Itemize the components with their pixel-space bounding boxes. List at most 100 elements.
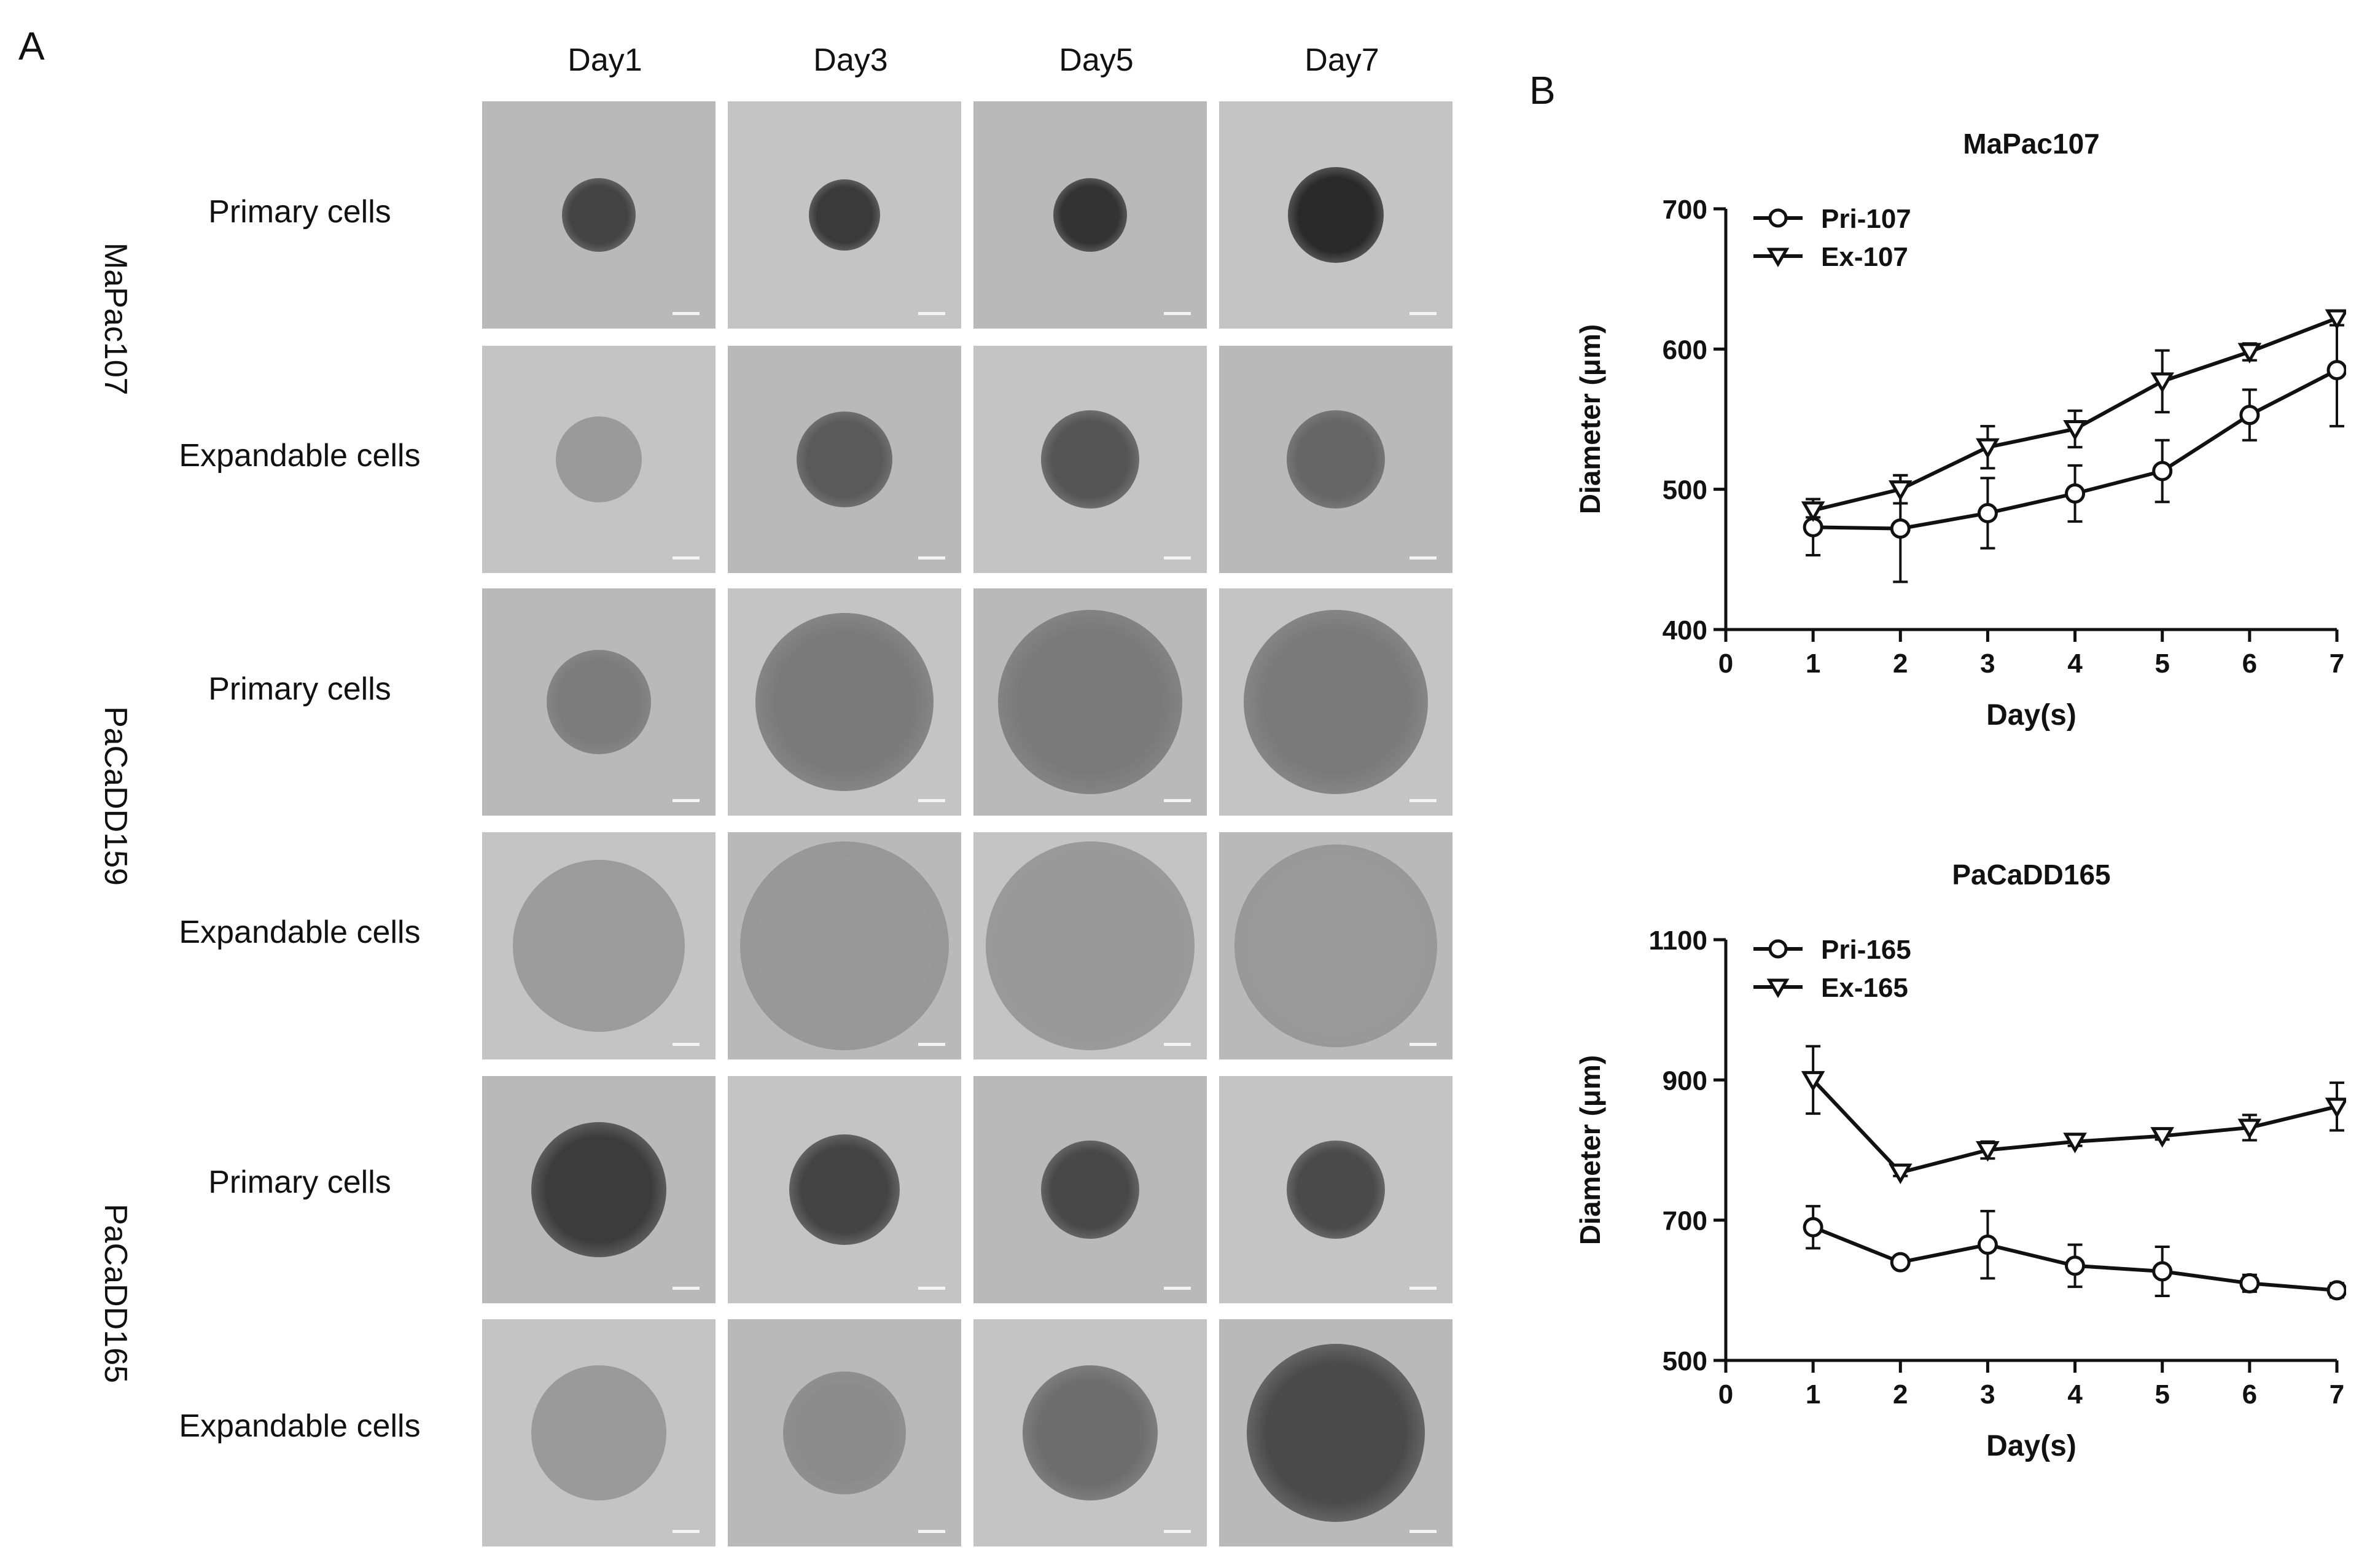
data-point bbox=[2150, 372, 2175, 393]
spheroid bbox=[1287, 410, 1385, 509]
spheroid bbox=[1247, 1344, 1425, 1522]
micrograph-tile bbox=[728, 346, 961, 573]
spheroid bbox=[531, 1365, 666, 1500]
scale-bar bbox=[1410, 1287, 1437, 1290]
spheroid bbox=[531, 1122, 666, 1257]
spheroid bbox=[783, 1371, 906, 1494]
legend-label: Pri-107 bbox=[1821, 204, 1911, 234]
chart-mapac107: MaPac107 400 500 600 700 0 1 2 3 4 5 6 7 Day(s) Diamet… bbox=[1574, 128, 2346, 731]
micrograph-tile bbox=[482, 346, 715, 573]
x-tick-label: 5 bbox=[2154, 649, 2169, 679]
spheroid bbox=[1234, 844, 1437, 1047]
y-axis-label: Diameter (μm) bbox=[1574, 324, 1606, 514]
scale-bar bbox=[1410, 556, 1437, 560]
legend-marker bbox=[1766, 978, 1790, 998]
y-tick-label: 500 bbox=[1663, 1346, 1707, 1376]
micrograph-tile bbox=[728, 1319, 961, 1547]
x-tick-label: 2 bbox=[1893, 1379, 1908, 1410]
data-point bbox=[1890, 518, 1911, 539]
spheroid bbox=[513, 860, 685, 1032]
data-point bbox=[1888, 480, 1913, 501]
x-tick-label: 1 bbox=[1806, 649, 1820, 679]
data-point bbox=[2065, 1255, 2086, 1276]
spheroid bbox=[556, 416, 642, 502]
x-tick-label: 7 bbox=[2330, 649, 2344, 679]
scale-bar bbox=[1164, 1043, 1191, 1046]
spheroid bbox=[1023, 1365, 1158, 1500]
y-tick-label: 700 bbox=[1663, 1206, 1707, 1236]
day-label-3: Day3 bbox=[813, 42, 888, 78]
spheroid bbox=[1288, 167, 1384, 263]
data-point bbox=[1977, 502, 1998, 523]
scale-bar bbox=[918, 1043, 945, 1046]
scale-bar bbox=[918, 1530, 945, 1533]
x-tick-label: 0 bbox=[1718, 649, 1733, 679]
data-point bbox=[2150, 1127, 2175, 1148]
micrograph-tile bbox=[973, 1319, 1207, 1547]
y-tick-label: 500 bbox=[1663, 475, 1707, 505]
data-point bbox=[1803, 1217, 1823, 1238]
row-label-expandable-107: Expandable cells bbox=[179, 438, 421, 474]
chart-pacadd165: PaCaDD165 500 700 900 1100 0 1 2 3 4 5 6 7 Day(s) Diam… bbox=[1574, 859, 2346, 1462]
data-point bbox=[2325, 309, 2346, 330]
data-point bbox=[1976, 1141, 2000, 1162]
y-tick-label: 1100 bbox=[1649, 926, 1707, 956]
data-point bbox=[2326, 360, 2346, 381]
spheroid bbox=[1041, 410, 1139, 509]
spheroid bbox=[547, 650, 651, 754]
scale-bar bbox=[1164, 799, 1191, 802]
y-tick-label: 700 bbox=[1663, 195, 1707, 225]
x-tick-label: 4 bbox=[2067, 649, 2083, 679]
x-tick-label: 7 bbox=[2330, 1379, 2344, 1410]
data-point bbox=[2237, 343, 2262, 364]
scale-bar bbox=[1164, 1530, 1191, 1533]
scale-bar bbox=[918, 312, 945, 315]
data-point bbox=[1976, 438, 2000, 459]
scale-bar bbox=[1410, 1043, 1437, 1046]
y-tick-label: 400 bbox=[1663, 615, 1707, 646]
data-point bbox=[2239, 1273, 2260, 1293]
scale-bar bbox=[1164, 1287, 1191, 1290]
data-point bbox=[1888, 1163, 1913, 1185]
day-label-5: Day5 bbox=[1059, 42, 1134, 78]
scale-bar bbox=[673, 799, 700, 802]
micrograph-tile bbox=[728, 832, 961, 1059]
x-tick-label: 3 bbox=[1980, 649, 1995, 679]
micrograph-tile bbox=[482, 832, 715, 1059]
x-tick-label: 2 bbox=[1893, 649, 1908, 679]
panel-a-letter: A bbox=[18, 24, 45, 68]
legend-label: Ex-107 bbox=[1821, 242, 1908, 272]
row-label-primary-165: Primary cells bbox=[208, 1164, 391, 1200]
micrograph-tile bbox=[973, 1076, 1207, 1303]
scale-bar bbox=[918, 799, 945, 802]
y-tick-label: 600 bbox=[1663, 335, 1707, 365]
data-point bbox=[2065, 483, 2086, 504]
spheroid bbox=[789, 1134, 900, 1245]
x-tick-label: 3 bbox=[1980, 1379, 1995, 1410]
scale-bar bbox=[918, 556, 945, 560]
data-point bbox=[2063, 1133, 2087, 1153]
micrograph-tile bbox=[482, 1319, 715, 1547]
chart-title: MaPac107 bbox=[1963, 128, 2100, 160]
spheroid bbox=[986, 841, 1195, 1050]
scale-bar bbox=[673, 312, 700, 315]
micrograph-tile bbox=[1219, 1319, 1452, 1547]
data-point bbox=[2325, 1098, 2346, 1118]
data-point bbox=[2326, 1280, 2346, 1301]
x-tick-label: 6 bbox=[2242, 1379, 2257, 1410]
legend-marker bbox=[1768, 208, 1788, 228]
row-label-primary-159: Primary cells bbox=[208, 671, 391, 707]
micrograph-tile bbox=[482, 1076, 715, 1303]
micrograph-tile bbox=[728, 1076, 961, 1303]
cell-line-label-pacadd165: PaCaDD165 bbox=[98, 1204, 133, 1383]
x-axis-label: Day(s) bbox=[1986, 1430, 2076, 1462]
spheroid bbox=[1053, 178, 1127, 252]
data-point bbox=[2237, 1118, 2262, 1139]
micrograph-tile bbox=[973, 588, 1207, 816]
spheroid bbox=[562, 178, 636, 252]
x-tick-label: 6 bbox=[2242, 649, 2257, 679]
scale-bar bbox=[1410, 1530, 1437, 1533]
cell-line-label-mapac107: MaPac107 bbox=[98, 243, 133, 396]
scale-bar bbox=[673, 1287, 700, 1290]
data-point bbox=[1801, 1071, 1825, 1092]
